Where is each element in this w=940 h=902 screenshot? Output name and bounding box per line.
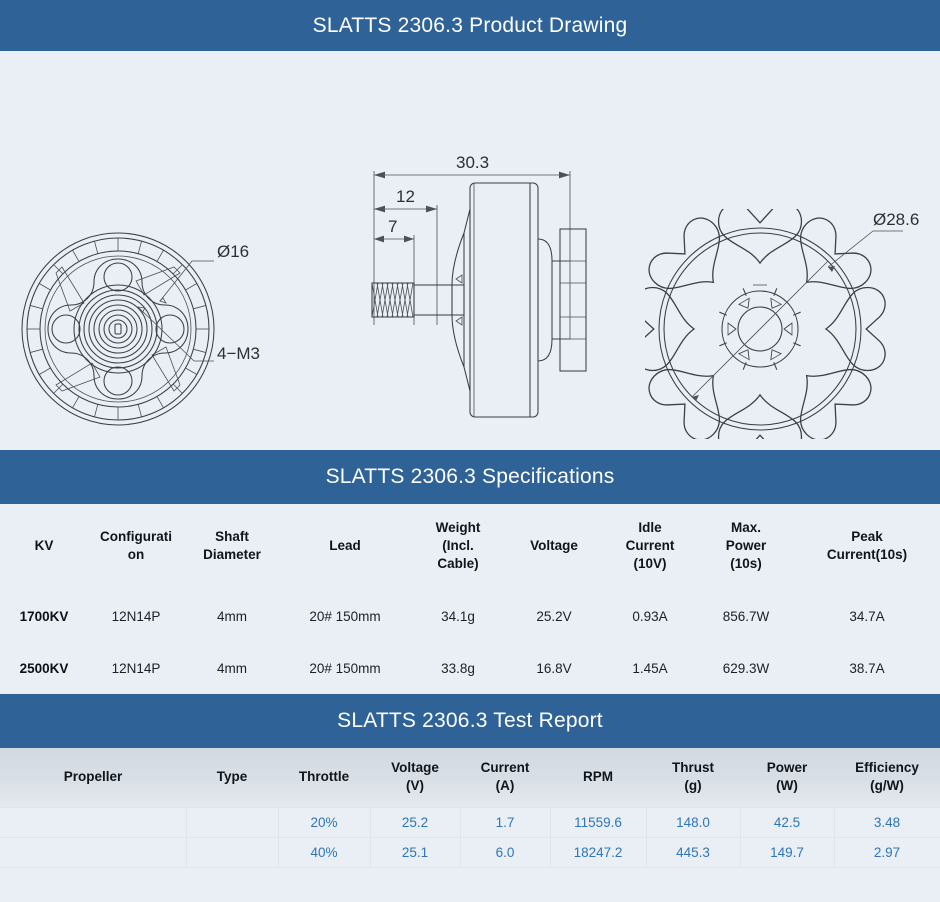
- four-m3-label: 4−M3: [217, 344, 260, 363]
- dim-7-label: 7: [388, 217, 397, 236]
- table-row: 20% 25.2 1.7 11559.6 148.0 42.5 3.48: [0, 806, 940, 838]
- report-col-propeller: Propeller: [0, 748, 186, 807]
- spec-col-idle-current: Idle Current (10V): [625, 519, 675, 572]
- report-cell-current: 6.0: [459, 836, 551, 868]
- side-section-view: 30.3 12 7: [352, 143, 602, 443]
- specifications-header-row: KV Configurati on Shaft Diameter Lead We: [0, 504, 940, 590]
- report-col-voltage: Voltage (V): [370, 748, 460, 807]
- report-col-power: Power (W): [740, 748, 834, 807]
- product-drawing-title: SLATTS 2306.3 Product Drawing: [312, 13, 628, 37]
- report-col-efficiency: Efficiency (g/W): [834, 748, 940, 807]
- table-row: 2500KV 12N14P 4mm 20# 150mm 33.8g 16.8V …: [0, 642, 940, 694]
- spec-cell-kv: 2500KV: [19, 660, 69, 676]
- spec-cell-lead: 20# 150mm: [309, 608, 381, 624]
- spec-cell-lead: 20# 150mm: [309, 660, 381, 676]
- report-col-throttle: Throttle: [278, 748, 370, 807]
- table-row: 1700KV 12N14P 4mm 20# 150mm 34.1g 25.2V …: [0, 590, 940, 642]
- spec-cell-configuration: 12N14P: [111, 660, 161, 676]
- spec-cell-shaft-diameter: 4mm: [217, 660, 247, 676]
- report-cell-power: 42.5: [739, 806, 835, 838]
- test-report-table: Propeller Type Throttle Voltage (V) Curr…: [0, 748, 940, 868]
- spec-cell-idle-current: 0.93A: [632, 608, 668, 624]
- drawing-area: Ø16 4−M3: [0, 51, 940, 450]
- report-cell-rpm: 11559.6: [549, 806, 647, 838]
- dim-30-3-label: 30.3: [456, 153, 489, 172]
- report-cell-efficiency: 2.97: [833, 836, 940, 868]
- report-cell-rpm: 18247.2: [549, 836, 647, 868]
- spec-cell-peak-current: 38.7A: [849, 660, 885, 676]
- report-cell-power: 149.7: [739, 836, 835, 868]
- report-cell-throttle: 40%: [277, 836, 371, 868]
- diameter-28-6-label: Ø28.6: [873, 210, 919, 229]
- report-col-current: Current (A): [460, 748, 550, 807]
- spec-col-kv: KV: [34, 537, 54, 553]
- report-cell-type: [185, 806, 279, 838]
- spec-cell-peak-current: 34.7A: [849, 608, 885, 624]
- spec-cell-shaft-diameter: 4mm: [217, 608, 247, 624]
- report-cell-thrust: 148.0: [645, 806, 741, 838]
- spec-cell-voltage: 25.2V: [536, 608, 572, 624]
- dim-12-label: 12: [396, 187, 415, 206]
- spec-cell-weight: 33.8g: [441, 660, 475, 676]
- spec-col-peak-current: Peak Current(10s): [826, 528, 908, 562]
- specifications-table-wrap: KV Configurati on Shaft Diameter Lead We: [0, 504, 940, 694]
- report-cell-thrust: 445.3: [645, 836, 741, 868]
- product-drawing-title-bar: SLATTS 2306.3 Product Drawing: [0, 0, 940, 51]
- test-report-title-bar: SLATTS 2306.3 Test Report: [0, 694, 940, 748]
- spec-cell-configuration: 12N14P: [111, 608, 161, 624]
- report-cell-current: 1.7: [459, 806, 551, 838]
- spec-col-max-power: Max. Power (10s): [725, 519, 767, 572]
- spec-cell-max-power: 629.3W: [722, 660, 770, 676]
- spec-cell-max-power: 856.7W: [722, 608, 770, 624]
- mounting-face-view: Ø16 4−M3: [18, 219, 318, 439]
- report-cell-voltage: 25.1: [369, 836, 461, 868]
- report-col-type: Type: [186, 748, 278, 807]
- report-col-thrust: Thrust (g): [646, 748, 740, 807]
- report-cell-type: [185, 836, 279, 868]
- diameter-16-label: Ø16: [217, 242, 249, 261]
- spec-col-voltage: Voltage: [530, 537, 578, 553]
- table-row: 40% 25.1 6.0 18247.2 445.3 149.7 2.97: [0, 836, 940, 868]
- spec-cell-idle-current: 1.45A: [632, 660, 668, 676]
- bell-top-view: Ø28.6: [645, 209, 935, 439]
- spec-col-lead: Lead: [329, 537, 361, 553]
- specifications-title-bar: SLATTS 2306.3 Specifications: [0, 450, 940, 504]
- test-report-title: SLATTS 2306.3 Test Report: [337, 709, 603, 732]
- spec-col-weight: Weight (Incl. Cable): [435, 519, 481, 572]
- report-cell-voltage: 25.2: [369, 806, 461, 838]
- specifications-title: SLATTS 2306.3 Specifications: [325, 465, 615, 488]
- specifications-table: KV Configurati on Shaft Diameter Lead We: [0, 504, 940, 694]
- spec-cell-weight: 34.1g: [441, 608, 475, 624]
- report-cell-throttle: 20%: [277, 806, 371, 838]
- spec-cell-voltage: 16.8V: [536, 660, 572, 676]
- test-report-header-row: Propeller Type Throttle Voltage (V) Curr…: [0, 748, 940, 807]
- report-cell-propeller: [0, 806, 187, 838]
- report-col-rpm: RPM: [550, 748, 646, 807]
- spec-cell-kv: 1700KV: [19, 608, 69, 624]
- report-cell-propeller: [0, 836, 187, 868]
- report-cell-efficiency: 3.48: [833, 806, 940, 838]
- spec-col-shaft-diameter: Shaft Diameter: [203, 528, 261, 562]
- spec-col-configuration: Configurati on: [100, 528, 172, 562]
